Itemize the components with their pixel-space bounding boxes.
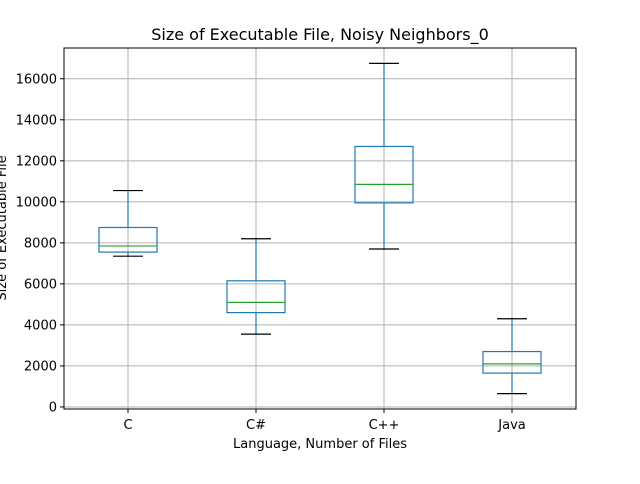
y-tick-label: 12000	[16, 154, 57, 169]
box	[98, 226, 158, 253]
y-tick-label: 8000	[24, 236, 57, 251]
tick-layer: 0 2000 4000 6000 8000 10000 12000 14000 16000 C C#…	[16, 72, 526, 433]
y-tick-label: 4000	[24, 318, 57, 333]
y-tick-label: 16000	[16, 72, 57, 87]
y-axis-label: Size of Executable File	[0, 155, 10, 300]
plot-frame	[63, 47, 577, 410]
box-group	[354, 62, 414, 250]
x-tick-label: C++	[369, 418, 400, 433]
box-group	[226, 238, 286, 335]
box-group	[482, 318, 542, 395]
y-tick-label: 0	[49, 400, 57, 415]
box-layer	[98, 62, 542, 395]
box	[354, 145, 414, 204]
y-tick-label: 14000	[16, 113, 57, 128]
x-tick-label: C	[123, 418, 132, 433]
y-tick-label: 6000	[24, 277, 57, 292]
chart-title: Size of Executable File, Noisy Neighbors…	[151, 25, 489, 45]
y-tick-label: 2000	[24, 359, 57, 374]
box	[226, 280, 286, 314]
x-axis-label: Language, Number of Files	[233, 437, 407, 452]
x-tick-label: C#	[246, 418, 266, 433]
box-group	[98, 189, 158, 257]
x-tick-label: Java	[497, 418, 525, 433]
box	[482, 350, 542, 374]
y-tick-label: 10000	[16, 195, 57, 210]
